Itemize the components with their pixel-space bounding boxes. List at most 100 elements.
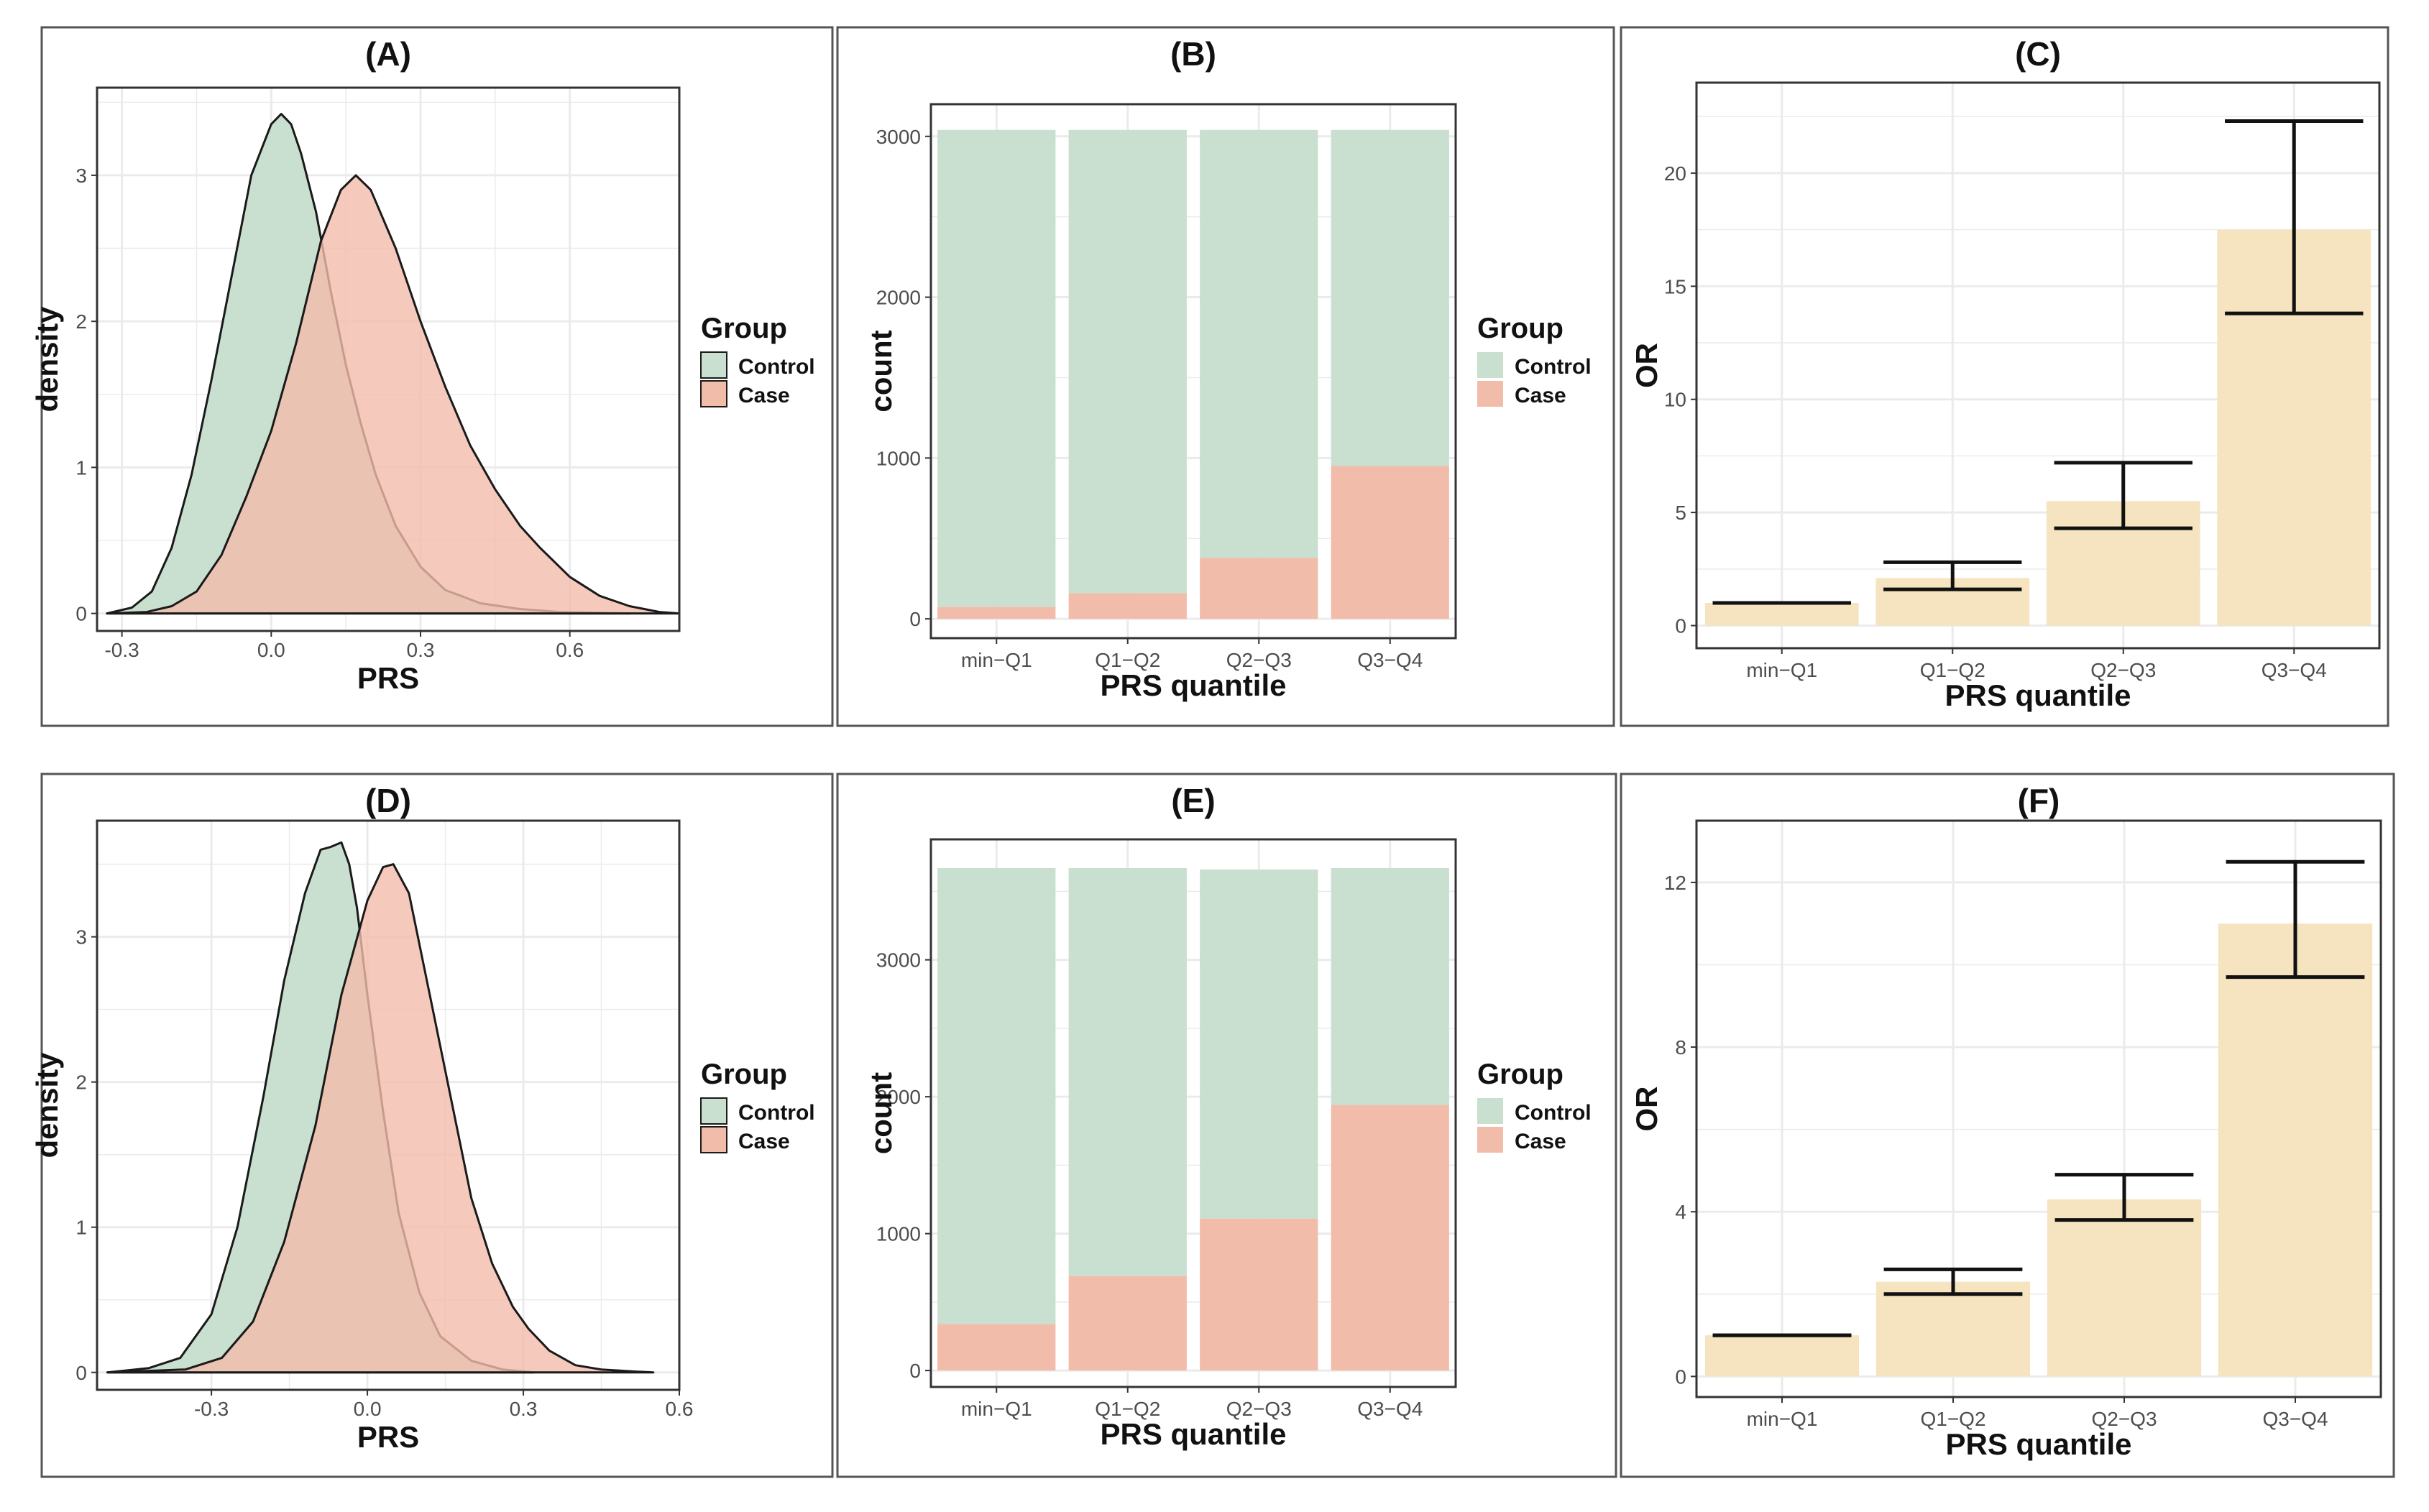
x-tick-label: Q3−Q4 <box>2262 659 2327 681</box>
x-tick-label: Q3−Q4 <box>1357 1398 1423 1420</box>
bar-control <box>937 868 1056 1324</box>
bar-or <box>2218 923 2373 1377</box>
y-axis-label: density <box>30 306 64 412</box>
x-tick-label: Q1−Q2 <box>1920 659 1985 681</box>
y-tick-label: 2 <box>75 310 87 333</box>
x-axis-label: PRS quantile <box>1945 1427 2131 1461</box>
x-tick-label: min−Q1 <box>961 649 1032 671</box>
density-case <box>106 863 655 1374</box>
legend-swatch-case <box>700 1126 727 1153</box>
y-tick-label: 2000 <box>876 1086 921 1108</box>
panel-b: (B) 0 1000 2000 3000 min−Q1 Q1−Q2 Q2−Q3 Q3−Q4 PRS… <box>836 26 1615 727</box>
errorbar <box>2225 119 2364 315</box>
legend: Group Control Case <box>1477 313 1592 407</box>
legend-label-control: Control <box>738 1101 815 1125</box>
bar-case <box>1068 1276 1187 1371</box>
y-tick-label: 10 <box>1664 389 1686 411</box>
panel-e: (E) 0 1000 2000 3000 min−Q1 Q1−Q2 Q2−Q3 Q3−Q4 PRS… <box>836 773 1617 1478</box>
x-tick-label: Q3−Q4 <box>1357 649 1423 671</box>
legend-label-case: Case <box>738 1130 790 1153</box>
y-tick-label: 15 <box>1664 275 1686 298</box>
legend-label-control: Control <box>1515 1101 1592 1125</box>
bar-case <box>1068 593 1187 619</box>
legend: Group Control Case <box>1477 1059 1592 1153</box>
y-tick-label: 12 <box>1664 872 1686 894</box>
y-tick-label: 3 <box>75 165 87 187</box>
bar-control <box>1331 868 1449 1105</box>
bar-case <box>937 1324 1056 1371</box>
bar-case <box>937 607 1056 619</box>
y-tick-label: 5 <box>1675 502 1686 524</box>
y-tick-label: 20 <box>1664 162 1686 185</box>
x-tick-label: Q3−Q4 <box>2262 1408 2328 1430</box>
y-axis-label: density <box>30 1052 64 1158</box>
y-axis-label: OR <box>1630 343 1663 388</box>
legend-swatch-control <box>1477 1098 1503 1124</box>
panel-a: (A) 0 1 2 3 -0.3 0.0 0.3 0.6 PRS density Group Contr… <box>30 26 834 727</box>
errorbar <box>2054 461 2192 530</box>
y-tick-label: 0 <box>75 1362 87 1384</box>
bar-or <box>1704 603 1859 626</box>
plot-border <box>1695 81 2381 650</box>
errorbar <box>1883 1267 2023 1296</box>
x-axis-label: PRS quantile <box>1100 1417 1286 1451</box>
panel-title: (B) <box>1170 35 1216 73</box>
legend-swatch-control <box>1477 352 1503 378</box>
y-tick-label: 3000 <box>876 126 921 148</box>
panel-title: (F) <box>2018 782 2060 819</box>
legend-swatch-case <box>700 380 727 407</box>
errorbar <box>1883 560 2022 591</box>
x-axis-label: PRS <box>357 1420 419 1454</box>
bar-control <box>1331 129 1449 466</box>
legend-title: Group <box>701 1059 787 1090</box>
panel-f: (F) 0 4 8 12 min−Q1 Q1−Q2 Q2−Q3 Q3−Q4 PRS quantil… <box>1620 773 2395 1478</box>
plot-border <box>1695 819 2382 1398</box>
bar-control <box>1068 868 1187 1276</box>
y-axis-label: count <box>864 330 898 412</box>
x-axis-label: PRS quantile <box>1100 668 1286 702</box>
panel-title: (E) <box>1171 782 1215 819</box>
bar-control <box>937 129 1056 607</box>
plot-border <box>96 819 681 1391</box>
plot-border <box>929 103 1457 640</box>
bar-case <box>1200 558 1318 619</box>
x-tick-label: Q1−Q2 <box>1095 649 1160 671</box>
y-tick-label: 1000 <box>876 1223 921 1245</box>
legend-label-case: Case <box>1515 1130 1566 1153</box>
x-tick-label: Q2−Q3 <box>1226 649 1292 671</box>
bar-control <box>1068 129 1187 594</box>
y-tick-label: 0 <box>1675 1365 1686 1388</box>
x-axis-label: PRS <box>357 661 419 695</box>
legend-swatch-case <box>1477 1127 1503 1153</box>
legend-title: Group <box>1477 313 1564 344</box>
x-tick-label: min−Q1 <box>1747 1408 1818 1430</box>
x-tick-label: 0.0 <box>354 1398 382 1420</box>
y-tick-label: 4 <box>1675 1201 1686 1223</box>
legend-swatch-case <box>1477 381 1503 407</box>
x-tick-label: Q1−Q2 <box>1095 1398 1160 1420</box>
x-tick-label: min−Q1 <box>1746 659 1817 681</box>
bar-control <box>1200 869 1318 1219</box>
bar-or <box>2047 1199 2202 1377</box>
bar-or <box>1875 1281 2031 1377</box>
y-tick-label: 8 <box>1675 1036 1686 1059</box>
y-tick-label: 2 <box>75 1071 87 1094</box>
legend: Group Control Case <box>700 1059 815 1153</box>
y-tick-label: 1000 <box>876 447 921 469</box>
x-tick-label: Q2−Q3 <box>1226 1398 1292 1420</box>
y-tick-label: 0 <box>909 608 921 630</box>
errorbar <box>2226 859 2365 979</box>
y-axis-label: OR <box>1630 1087 1663 1132</box>
x-tick-label: 0.6 <box>666 1398 694 1420</box>
x-tick-label: -0.3 <box>104 639 139 661</box>
x-axis-label: PRS quantile <box>1944 678 2131 712</box>
y-tick-label: 3 <box>75 926 87 949</box>
density-case <box>106 174 681 615</box>
panel-title: (A) <box>365 35 411 73</box>
bar-case <box>1331 466 1449 619</box>
x-tick-label: 0.3 <box>407 639 435 661</box>
y-tick-label: 0 <box>909 1360 921 1382</box>
legend-label-control: Control <box>1515 355 1592 379</box>
y-tick-label: 2000 <box>876 287 921 309</box>
